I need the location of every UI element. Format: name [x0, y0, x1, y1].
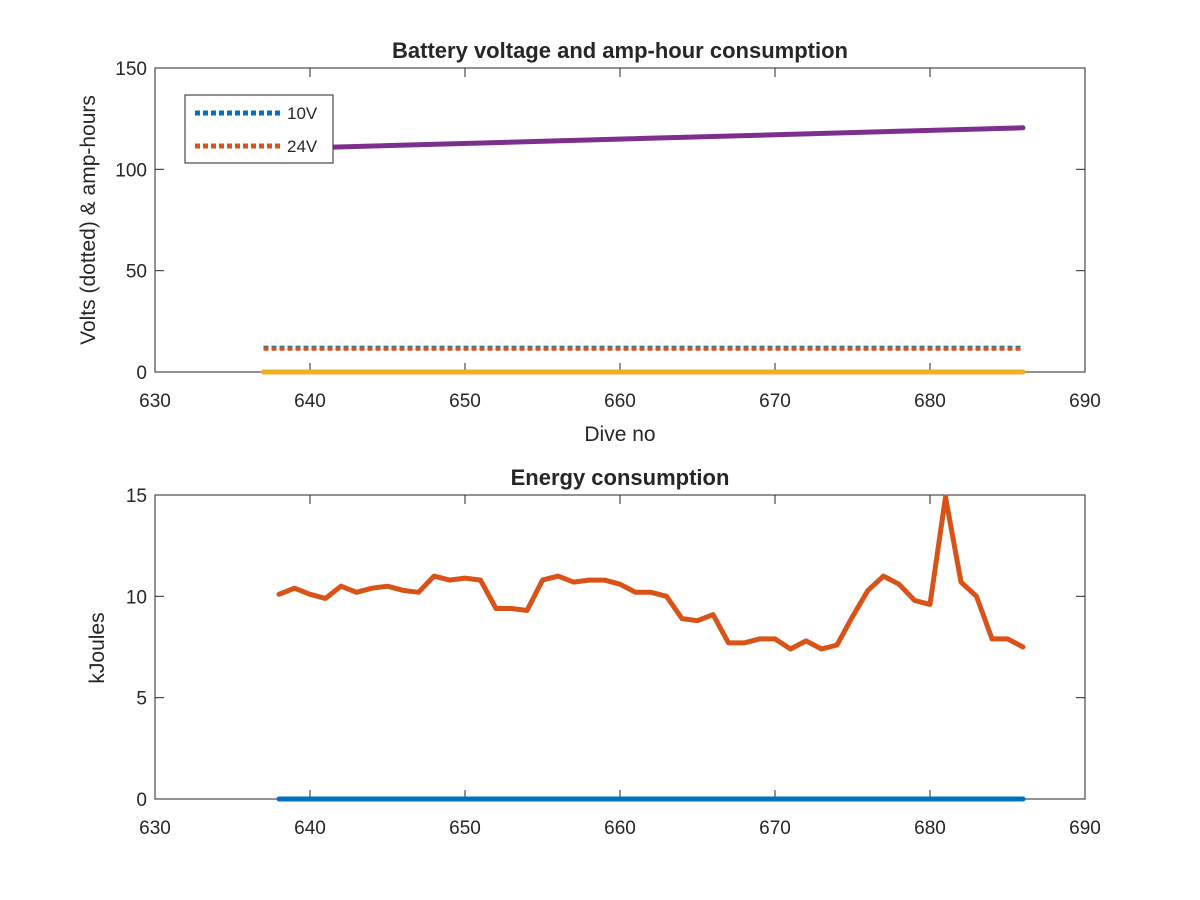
energy-x-tick-label: 670 — [759, 818, 791, 839]
energy-axes-box — [154, 494, 1086, 800]
voltage-x-tick-label: 630 — [139, 391, 171, 412]
voltage-x-tick-label: 670 — [759, 391, 791, 412]
voltage-y-tick-label: 50 — [126, 262, 147, 283]
voltage-axes: Battery voltage and amp-hour consumption… — [77, 38, 1101, 446]
voltage-series — [261, 125, 1026, 375]
energy-series — [276, 494, 1026, 802]
energy-x-tick-label: 660 — [604, 818, 636, 839]
energy-y-tick-label: 15 — [126, 486, 147, 507]
energy-line-series-1 — [276, 494, 1026, 652]
voltage-x-tick-label: 650 — [449, 391, 481, 412]
voltage-y-tick-label: 0 — [136, 363, 147, 384]
energy-chart-title: Energy consumption — [511, 465, 730, 490]
energy-y-axis-label: kJoules — [86, 612, 109, 683]
legend-10v-label: 10V — [287, 104, 318, 123]
voltage-x-axis-label: Dive no — [584, 423, 655, 446]
energy-y-tick-label: 0 — [136, 790, 147, 811]
voltage-x-tick-label: 660 — [604, 391, 636, 412]
energy-x-tick-label: 680 — [914, 818, 946, 839]
voltage-chart-title: Battery voltage and amp-hour consumption — [392, 38, 848, 63]
energy-x-tick-label: 630 — [139, 818, 171, 839]
legend-box — [184, 94, 334, 164]
energy-x-tick-label: 650 — [449, 818, 481, 839]
voltage-x-tick-label: 690 — [1069, 391, 1101, 412]
energy-axes: Energy consumption kJoules 630 640 650 660 6… — [86, 465, 1101, 839]
voltage-x-tick-label: 640 — [294, 391, 326, 412]
voltage-y-tick-label: 100 — [115, 160, 147, 181]
energy-x-tick-label: 640 — [294, 818, 326, 839]
voltage-y-axis-label: Volts (dotted) & amp-hours — [77, 95, 100, 345]
energy-x-tick-label: 690 — [1069, 818, 1101, 839]
voltage-x-tick-label: 680 — [914, 391, 946, 412]
legend-24v-label: 24V — [287, 137, 318, 156]
voltage-line-series-4 — [261, 125, 1026, 152]
energy-y-tick-label: 10 — [126, 587, 147, 608]
energy-ticks: 630 640 650 660 670 680 690 0 5 10 15 — [126, 486, 1101, 839]
voltage-legend: 10V 24V — [184, 94, 334, 164]
energy-y-tick-label: 5 — [136, 689, 147, 710]
voltage-y-tick-label: 150 — [115, 59, 147, 80]
